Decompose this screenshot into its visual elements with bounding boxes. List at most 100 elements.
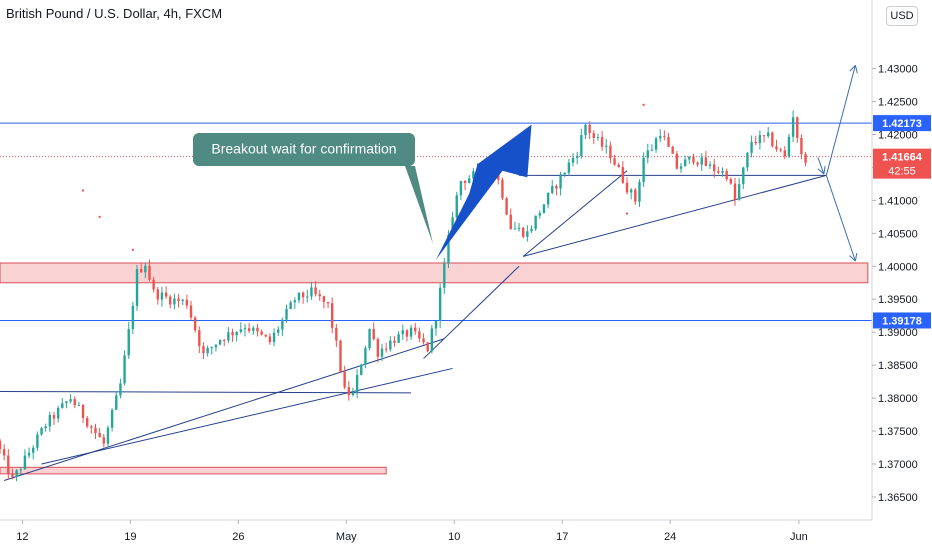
- candle-body: [372, 328, 375, 340]
- candle-body: [322, 296, 326, 302]
- candle-body: [364, 348, 367, 365]
- candle: [123, 350, 126, 386]
- candle: [56, 405, 60, 423]
- candle: [32, 445, 35, 460]
- candle-body: [717, 171, 720, 173]
- candle-body: [530, 228, 533, 232]
- projection-arrowhead-0-1: [854, 65, 858, 74]
- symbol-title: British Pound / U.S. Dollar, 4h, FXCM: [6, 6, 223, 21]
- candle: [160, 286, 164, 307]
- candle: [326, 301, 330, 309]
- candle-body: [235, 331, 238, 336]
- price-axis-label: 1.36500: [878, 492, 918, 504]
- candle-body: [567, 162, 571, 173]
- candle-body: [443, 263, 446, 288]
- candle: [737, 178, 741, 201]
- candle-body: [663, 136, 666, 138]
- breakout-arrow: [436, 124, 532, 260]
- candle: [443, 257, 446, 294]
- candle-body: [347, 387, 350, 396]
- candle: [389, 336, 392, 352]
- candle: [106, 425, 110, 448]
- candle-body: [405, 330, 409, 337]
- time-axis-label: 19: [124, 531, 136, 543]
- candle-body: [791, 117, 795, 137]
- candle: [314, 280, 317, 297]
- candle-body: [688, 156, 691, 160]
- price-axis-label: 1.42500: [878, 97, 918, 109]
- candle: [696, 161, 699, 167]
- candle: [301, 291, 305, 304]
- candle: [152, 276, 155, 293]
- candle: [202, 342, 205, 360]
- candle: [542, 203, 546, 214]
- candle: [364, 345, 367, 369]
- candle: [7, 449, 10, 480]
- candle-body: [231, 332, 234, 336]
- candle: [438, 283, 442, 329]
- candle-body: [339, 340, 342, 372]
- candle-body: [169, 296, 172, 305]
- candle-body: [468, 178, 471, 183]
- candle: [713, 158, 716, 178]
- price-axis-label: 1.43000: [878, 64, 918, 76]
- candle: [376, 337, 380, 363]
- candle-body: [546, 192, 550, 205]
- candle: [804, 151, 807, 167]
- currency-button[interactable]: USD: [886, 6, 918, 26]
- candle: [754, 135, 757, 146]
- candle-body: [588, 124, 591, 134]
- candle-body: [98, 432, 101, 438]
- candle: [48, 411, 52, 432]
- candle: [588, 121, 591, 139]
- candle: [625, 177, 629, 195]
- candle-body: [742, 167, 745, 185]
- candle: [430, 324, 434, 354]
- candle-body: [526, 231, 529, 237]
- candle-body: [326, 301, 330, 304]
- candle-body: [721, 171, 724, 173]
- candle: [733, 177, 737, 206]
- candle: [169, 294, 172, 309]
- support-price-badge-label: 1.39178: [882, 315, 922, 327]
- candle: [243, 324, 247, 337]
- candle: [206, 345, 209, 357]
- candle: [783, 146, 786, 160]
- candle: [671, 145, 674, 154]
- candle: [102, 434, 106, 448]
- candle: [223, 339, 226, 347]
- resistance-price-badge-bg: [873, 115, 931, 132]
- candle: [69, 394, 72, 404]
- candle-body: [708, 164, 712, 166]
- candle: [725, 168, 728, 182]
- zone-rect-0: [0, 262, 869, 284]
- candle-body: [243, 328, 247, 330]
- time-axis-label: 24: [664, 531, 676, 543]
- candle: [355, 368, 359, 399]
- candle: [796, 116, 799, 143]
- candle: [575, 151, 579, 165]
- candle-body: [210, 347, 213, 349]
- candle-body: [123, 355, 126, 384]
- candle: [775, 139, 778, 152]
- candle-body: [754, 141, 757, 144]
- candle: [11, 468, 14, 480]
- candle-body: [472, 171, 475, 179]
- candle: [729, 177, 733, 185]
- candle-body: [360, 364, 363, 375]
- time-axis-label: 26: [232, 531, 244, 543]
- candle: [771, 131, 774, 148]
- candle-body: [301, 292, 305, 298]
- candle-body: [737, 184, 741, 200]
- candle: [347, 380, 350, 401]
- price-axis-label: 1.42000: [878, 130, 918, 142]
- candle-body: [32, 447, 35, 453]
- candle-body: [15, 470, 18, 478]
- candle-body: [185, 299, 189, 306]
- candle: [663, 130, 666, 141]
- candle-body: [23, 455, 27, 470]
- candle: [343, 365, 346, 390]
- candle: [322, 295, 326, 309]
